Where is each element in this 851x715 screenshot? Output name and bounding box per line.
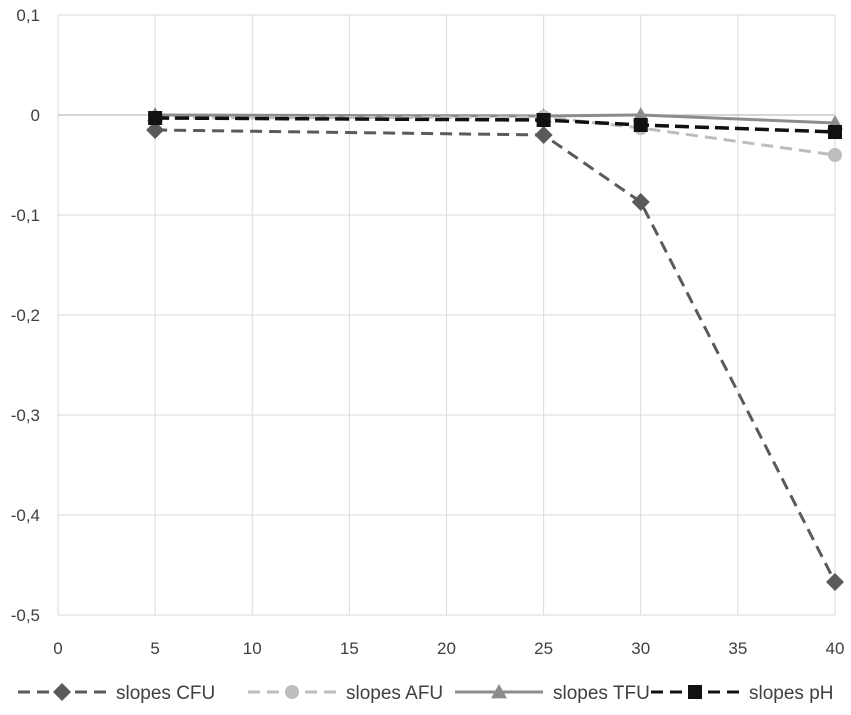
legend-label: slopes pH [749, 683, 834, 704]
series-slopes-ph [148, 111, 842, 139]
series-line [155, 128, 837, 583]
legend-item-slopes-cfu: slopes CFU [18, 683, 215, 704]
legend-swatch-marker [688, 685, 702, 699]
legend-item-slopes-ph: slopes pH [651, 683, 834, 704]
legend-swatch-marker [491, 684, 507, 699]
data-point [631, 193, 650, 211]
data-point [632, 107, 649, 122]
y-tick-label: 0,1 [16, 6, 40, 25]
y-tick-label: -0,1 [11, 206, 40, 225]
legend-label: slopes CFU [116, 683, 215, 704]
y-tick-label: 0 [31, 106, 40, 125]
plot-area [146, 107, 844, 591]
series-slopes-cfu [146, 121, 844, 591]
data-point [148, 111, 163, 125]
legend-item-slopes-tfu: slopes TFU [455, 683, 650, 704]
x-tick-label: 15 [340, 639, 359, 658]
legend-label: slopes TFU [553, 683, 650, 704]
data-point [826, 573, 844, 591]
x-tick-label: 30 [631, 639, 650, 658]
y-tick-label: -0,4 [11, 506, 40, 525]
y-tick-label: -0,2 [11, 306, 40, 325]
x-axis-tick-labels: 0 5 10 15 20 25 30 35 40 [53, 639, 844, 658]
data-point [536, 113, 551, 127]
legend-label: slopes AFU [346, 683, 443, 704]
x-tick-label: 35 [728, 639, 747, 658]
legend: slopes CFU slopes AFU slopes TFU slopes pH [18, 683, 834, 704]
x-tick-label: 10 [243, 639, 262, 658]
data-point [828, 148, 842, 162]
x-tick-label: 5 [150, 639, 159, 658]
series-line [155, 113, 836, 125]
series-line [155, 115, 836, 157]
data-point [633, 118, 648, 132]
grid [57, 14, 836, 616]
x-tick-label: 40 [826, 639, 845, 658]
legend-swatch-marker [285, 685, 299, 699]
x-tick-label: 0 [53, 639, 62, 658]
x-tick-label: 20 [437, 639, 456, 658]
y-axis-tick-labels: 0,1 0 -0,1 -0,2 -0,3 -0,4 -0,5 [11, 6, 40, 625]
legend-item-slopes-afu: slopes AFU [248, 683, 443, 704]
data-point [534, 126, 553, 144]
data-point [146, 121, 165, 139]
series-line [155, 116, 836, 134]
y-tick-label: -0,5 [11, 606, 40, 625]
legend-swatch-marker [53, 683, 71, 701]
data-point [828, 125, 842, 139]
x-tick-label: 25 [534, 639, 553, 658]
y-tick-label: -0,3 [11, 406, 40, 425]
